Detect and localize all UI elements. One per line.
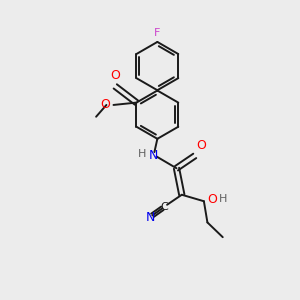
Text: O: O xyxy=(196,140,206,152)
Text: N: N xyxy=(145,211,155,224)
Text: O: O xyxy=(100,98,110,111)
Text: H: H xyxy=(138,149,146,159)
Text: N: N xyxy=(148,148,158,161)
Text: C: C xyxy=(161,202,169,212)
Text: O: O xyxy=(207,193,217,206)
Text: O: O xyxy=(110,69,120,82)
Text: F: F xyxy=(154,28,161,38)
Text: H: H xyxy=(219,194,228,205)
